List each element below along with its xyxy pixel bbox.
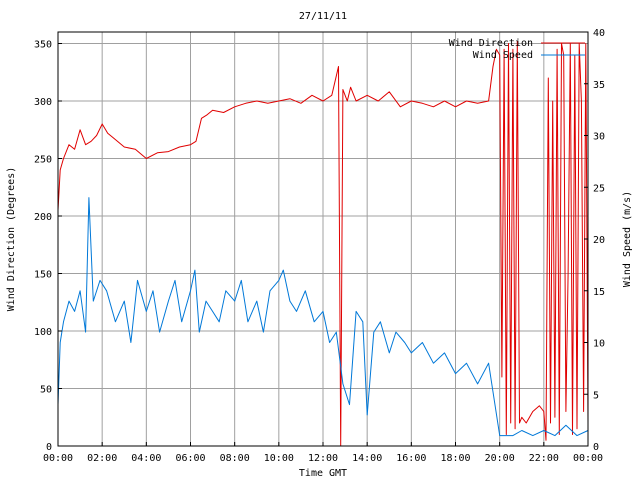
y-right-tick-label: 30 xyxy=(593,132,605,143)
y-left-axis-label: Wind Direction (Degrees) xyxy=(6,167,17,312)
x-tick-label: 08:00 xyxy=(220,453,250,464)
y-right-tick-label: 35 xyxy=(593,80,605,91)
x-axis-label: Time GMT xyxy=(299,468,347,479)
y-right-tick-label: 10 xyxy=(593,339,605,350)
y-right-axis-label: Wind Speed (m/s) xyxy=(622,191,633,287)
x-tick-label: 06:00 xyxy=(175,453,205,464)
legend: Wind Direction Wind Speed xyxy=(449,38,585,61)
x-tick-label: 22:00 xyxy=(529,453,559,464)
axes: 00:00 02:00 04:00 06:00 08:00 10:00 12:00 14:00… xyxy=(34,28,605,464)
legend-label-wind-direction: Wind Direction xyxy=(449,38,533,49)
series-line-wind-speed xyxy=(57,197,589,437)
y-right-tick-label: 5 xyxy=(593,390,599,401)
y-left-tick-label: 200 xyxy=(34,212,52,223)
y-right-tick-label: 0 xyxy=(593,442,599,453)
y-left-tick-label: 300 xyxy=(34,97,52,108)
x-tick-label: 00:00 xyxy=(573,453,603,464)
y-right-tick-label: 40 xyxy=(593,28,605,39)
y-left-tick-label: 50 xyxy=(40,385,52,396)
x-tick-label: 20:00 xyxy=(485,453,515,464)
x-tick-label: 12:00 xyxy=(308,453,338,464)
y-left-tick-label: 100 xyxy=(34,327,52,338)
x-tick-label: 14:00 xyxy=(352,453,382,464)
x-tick-label: 16:00 xyxy=(396,453,426,464)
x-tick-label: 10:00 xyxy=(264,453,294,464)
x-tick-label: 18:00 xyxy=(440,453,470,464)
y-left-tick-label: 150 xyxy=(34,270,52,281)
series-line-wind-direction xyxy=(57,40,589,447)
chart-title: 27/11/11 xyxy=(299,11,347,22)
y-right-tick-label: 25 xyxy=(593,183,605,194)
x-tick-label: 02:00 xyxy=(87,453,117,464)
y-right-tick-label: 20 xyxy=(593,235,605,246)
y-right-tick-label: 15 xyxy=(593,287,605,298)
y-left-tick-label: 350 xyxy=(34,40,52,51)
x-tick-label: 00:00 xyxy=(43,453,73,464)
x-tick-label: 04:00 xyxy=(131,453,161,464)
y-left-tick-label: 0 xyxy=(46,442,52,453)
series-layer xyxy=(57,40,589,447)
legend-label-wind-speed: Wind Speed xyxy=(473,50,533,61)
y-left-tick-label: 250 xyxy=(34,155,52,166)
